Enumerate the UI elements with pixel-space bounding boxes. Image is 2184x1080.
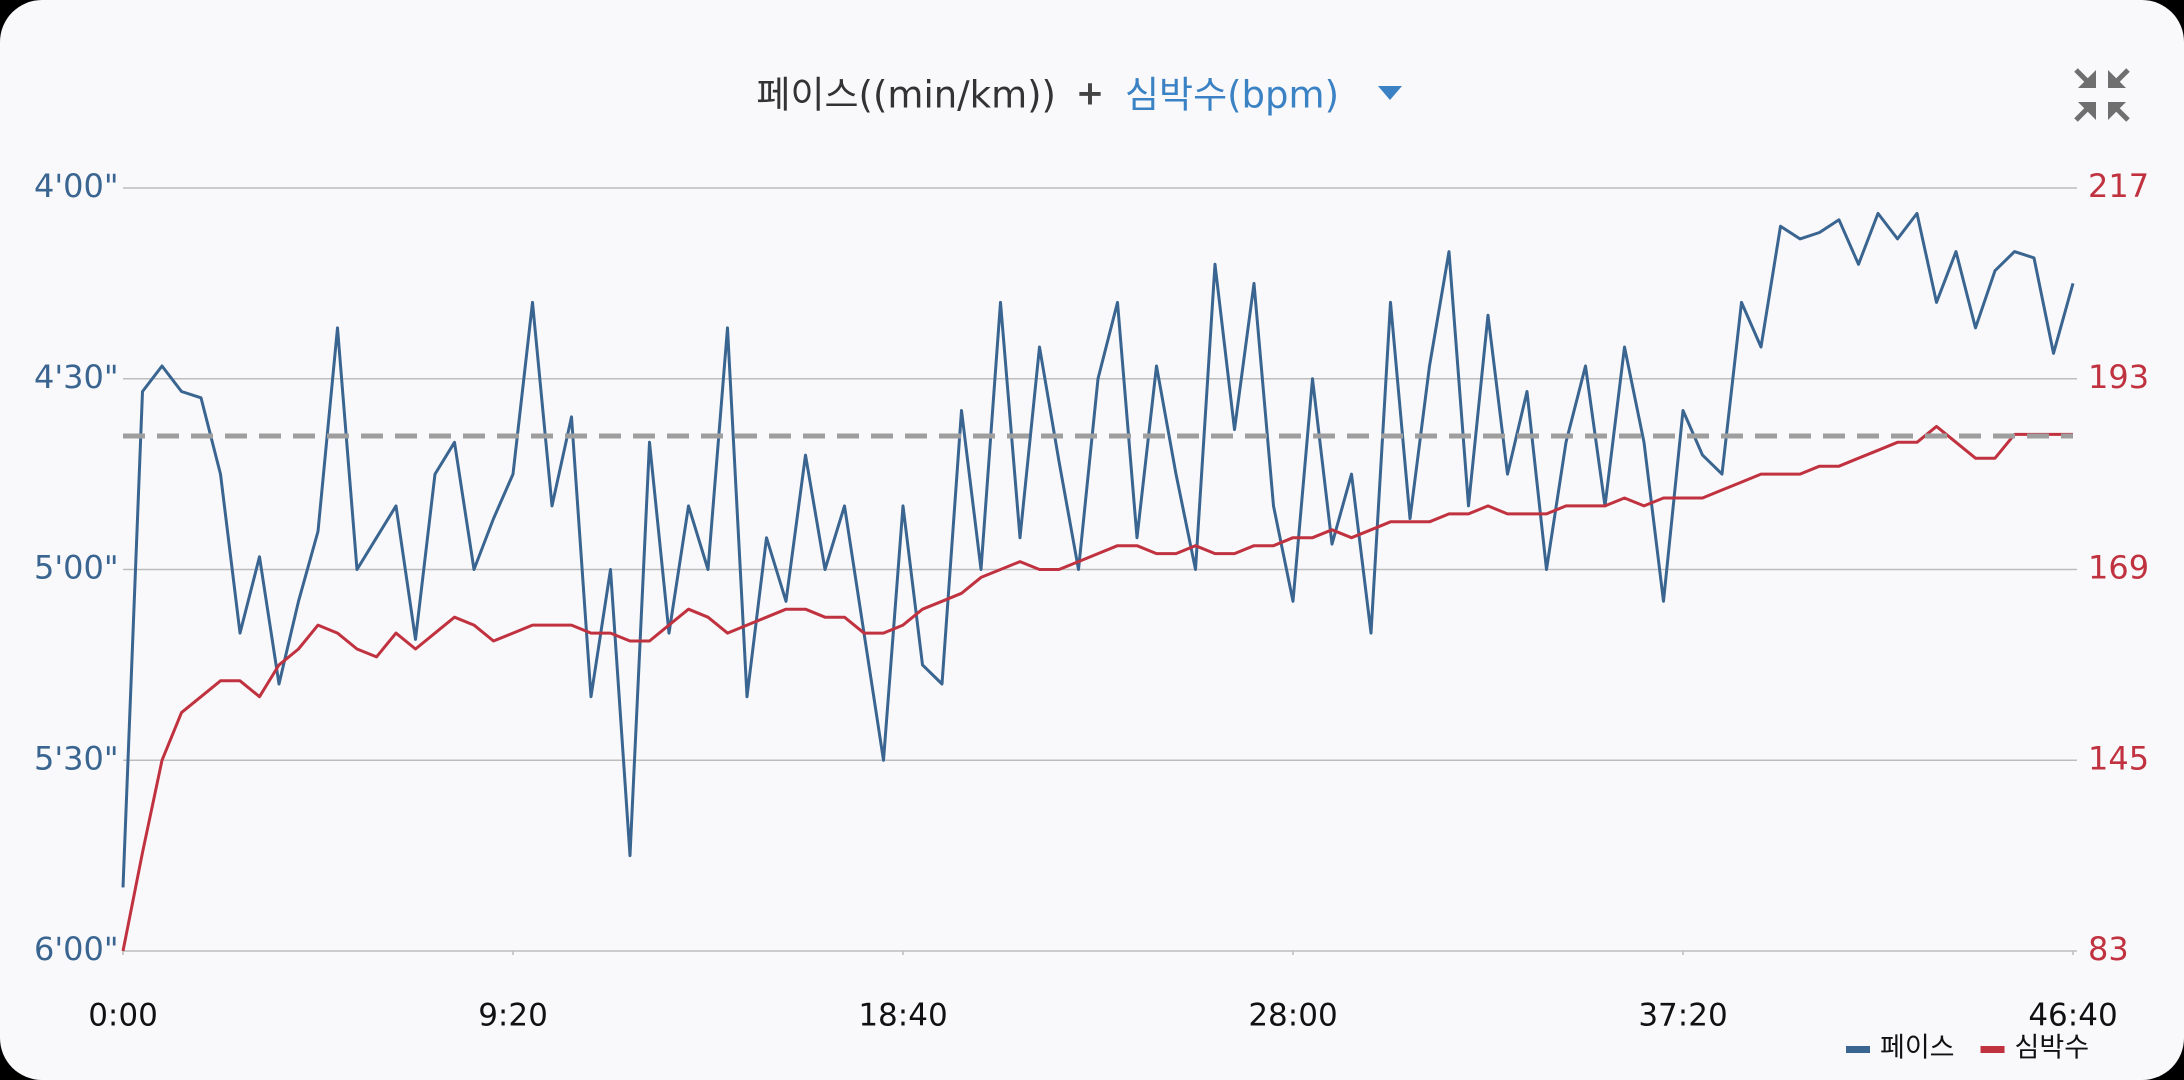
x-tick-label: 28:00 (1248, 998, 1337, 1034)
legend-label: 페이스 (1880, 1033, 1955, 1064)
title-joiner: + (1076, 74, 1105, 114)
y2-tick-label: 169 (2088, 549, 2149, 587)
y-tick-label: 5'30" (34, 739, 119, 777)
chart-title[interactable]: 페이스((min/km)) (756, 74, 1056, 117)
y2-tick-label: 145 (2088, 739, 2149, 777)
y2-tick-label: 193 (2088, 358, 2149, 396)
x-tick-label: 9:20 (478, 998, 548, 1034)
y-tick-label: 5'00" (34, 549, 119, 587)
series-line (121, 211, 2075, 888)
legend-swatch (1980, 1046, 2005, 1053)
y2-tick-label: 83 (2088, 930, 2129, 968)
x-tick-label: 18:40 (858, 998, 947, 1034)
y-tick-label: 4'30" (34, 358, 119, 396)
dropdown-arrow[interactable] (1378, 86, 1402, 100)
x-tick-label: 0:00 (88, 998, 158, 1034)
x-tick-label: 46:40 (2028, 998, 2117, 1034)
y-tick-label: 4'00" (34, 167, 119, 205)
series-line (121, 424, 2073, 952)
legend-label: 심박수 (2015, 1033, 2090, 1064)
y2-tick-label: 217 (2088, 167, 2149, 205)
chart-title-secondary[interactable]: 심박수(bpm) (1125, 74, 1339, 117)
collapse-icon[interactable] (2074, 68, 2130, 122)
x-tick-label: 37:20 (1638, 998, 1727, 1034)
y-tick-label: 6'00" (34, 930, 119, 968)
legend-swatch (1846, 1046, 1870, 1053)
